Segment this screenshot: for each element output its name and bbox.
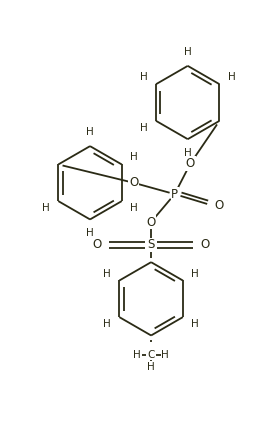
Text: O: O xyxy=(186,157,195,170)
Text: O: O xyxy=(215,199,224,212)
Text: H: H xyxy=(184,148,192,158)
Text: H: H xyxy=(130,203,138,213)
Text: H: H xyxy=(147,362,155,372)
Text: P: P xyxy=(171,187,178,201)
Text: H: H xyxy=(140,123,148,133)
Text: O: O xyxy=(147,215,156,229)
Text: H: H xyxy=(130,153,138,162)
Text: O: O xyxy=(92,238,102,251)
Text: H: H xyxy=(191,319,199,329)
Text: H: H xyxy=(42,203,50,213)
Text: H: H xyxy=(228,72,235,82)
Text: H: H xyxy=(104,319,111,329)
Text: H: H xyxy=(191,269,199,278)
Text: H: H xyxy=(140,72,148,82)
Text: S: S xyxy=(147,238,155,251)
Text: H: H xyxy=(161,350,169,360)
Text: O: O xyxy=(201,238,210,251)
Text: O: O xyxy=(129,176,138,189)
Text: H: H xyxy=(86,228,94,238)
Text: C: C xyxy=(147,350,155,360)
Text: H: H xyxy=(184,47,192,57)
Text: H: H xyxy=(133,350,141,360)
Text: H: H xyxy=(86,127,94,137)
Text: H: H xyxy=(104,269,111,278)
